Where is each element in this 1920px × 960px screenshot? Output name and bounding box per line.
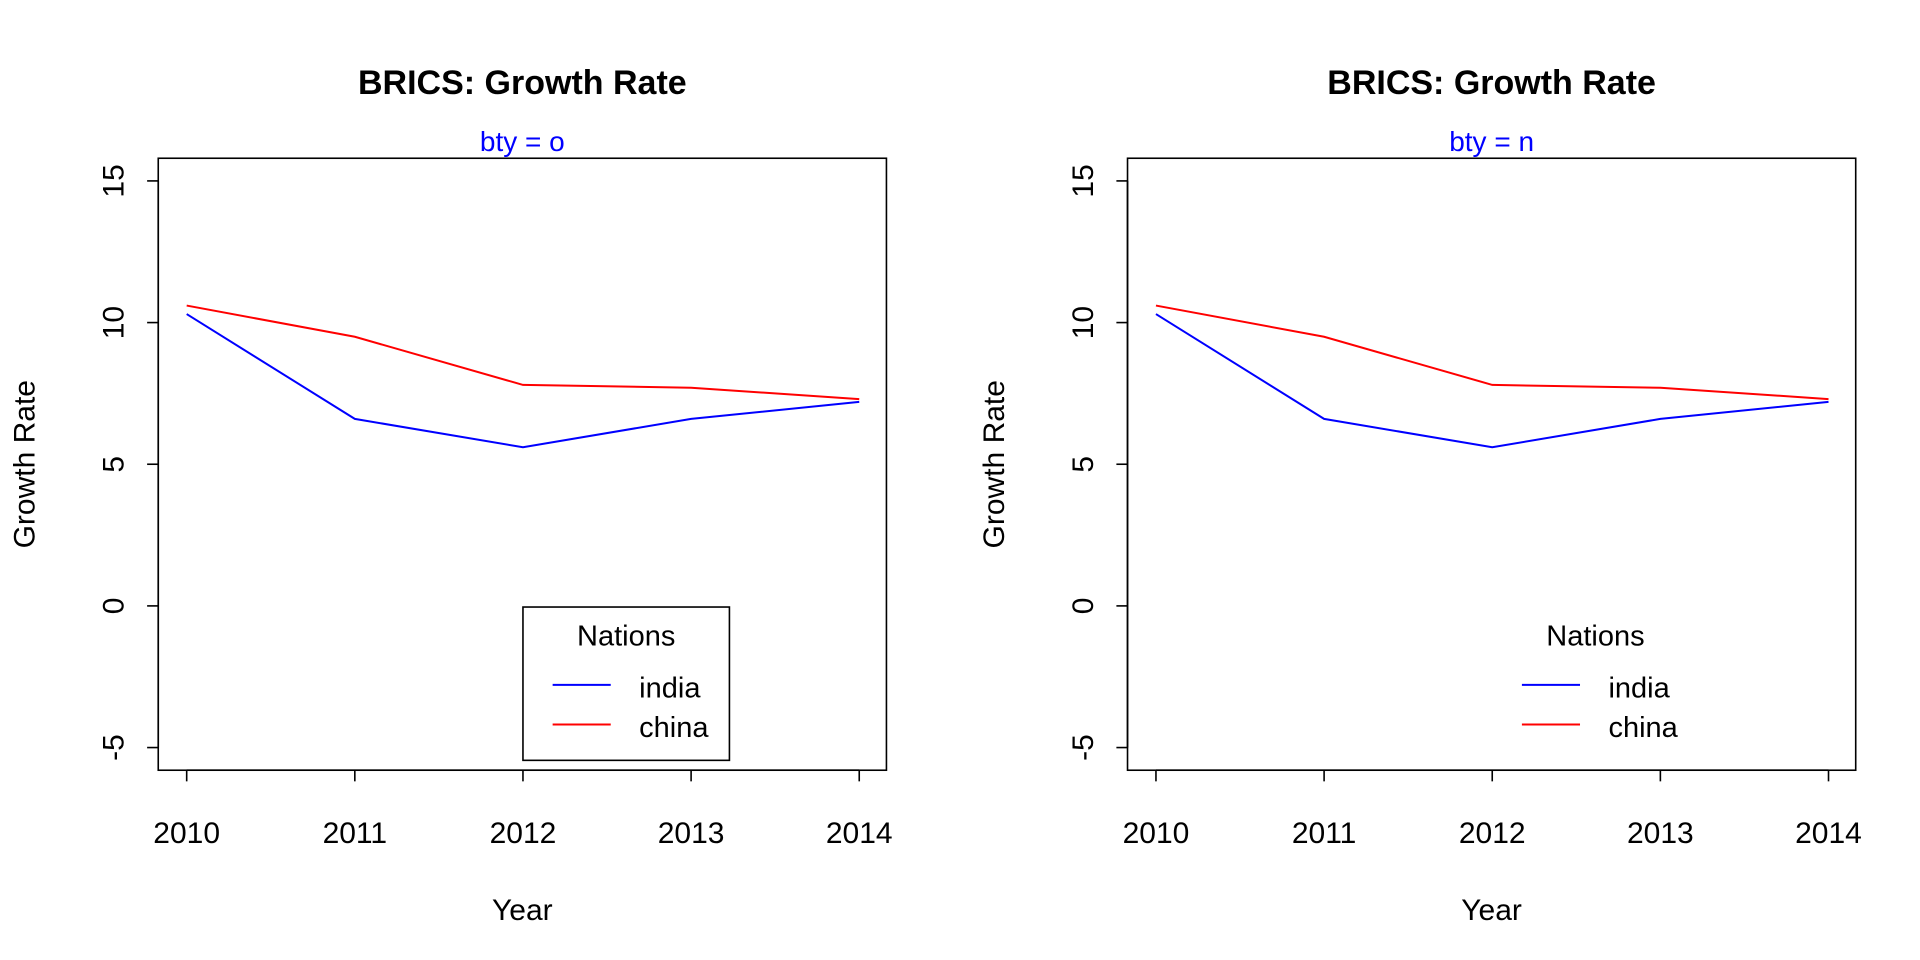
y-tick-label: 0 <box>1067 598 1100 615</box>
chart-subtitle: bty = n <box>1449 126 1534 157</box>
legend: Nations india china <box>1521 620 1679 744</box>
x-tick-label: 2010 <box>153 817 220 850</box>
legend-box <box>522 606 731 762</box>
y-tick-label: 10 <box>1067 306 1100 339</box>
series-line-india <box>1155 313 1829 449</box>
x-axis-label: Year <box>492 894 553 927</box>
y-tick-label: -5 <box>98 734 131 761</box>
x-tick-label: 2013 <box>1627 817 1694 850</box>
legend: Nations india china <box>522 606 731 762</box>
x-tick-label: 2012 <box>1459 817 1526 850</box>
x-tick-label: 2011 <box>323 817 388 850</box>
y-tick-label: 15 <box>1067 164 1100 197</box>
plot-frame <box>1126 157 1857 772</box>
y-tick-label: 10 <box>98 306 131 339</box>
y-tick-label: 5 <box>1067 456 1100 473</box>
legend-label-india: india <box>639 672 701 704</box>
x-tick-label: 2014 <box>1795 817 1862 850</box>
series-line-india <box>186 313 860 449</box>
x-tick-label: 2013 <box>658 817 725 850</box>
chart-panel-1: BRICS: Growth Rate bty = o 2010 2011 2012 201… <box>9 64 893 927</box>
x-tick-label: 2011 <box>1292 817 1357 850</box>
legend-title: Nations <box>577 620 675 652</box>
x-tick-label: 2012 <box>490 817 557 850</box>
legend-label-china: china <box>1608 712 1678 744</box>
y-tick-label: 5 <box>98 456 131 473</box>
legend-title: Nations <box>1546 620 1644 652</box>
x-axis-label: Year <box>1461 894 1522 927</box>
series-line-china <box>186 304 860 401</box>
y-tick-label: 0 <box>98 598 131 615</box>
y-tick-label: 15 <box>98 164 131 197</box>
chart-title: BRICS: Growth Rate <box>358 64 687 102</box>
chart-title: BRICS: Growth Rate <box>1327 64 1656 102</box>
y-tick-label: -5 <box>1067 734 1100 761</box>
x-tick-label: 2010 <box>1123 817 1190 850</box>
y-axis-label: Growth Rate <box>978 380 1011 548</box>
chart-subtitle: bty = o <box>480 126 565 157</box>
legend-label-india: india <box>1608 672 1670 704</box>
legend-label-china: china <box>639 712 709 744</box>
chart-panel-2: BRICS: Growth Rate bty = n 2010 2011 2012 201… <box>978 64 1862 927</box>
x-tick-label: 2014 <box>826 817 893 850</box>
series-line-china <box>1155 304 1829 401</box>
y-axis-label: Growth Rate <box>9 380 42 548</box>
